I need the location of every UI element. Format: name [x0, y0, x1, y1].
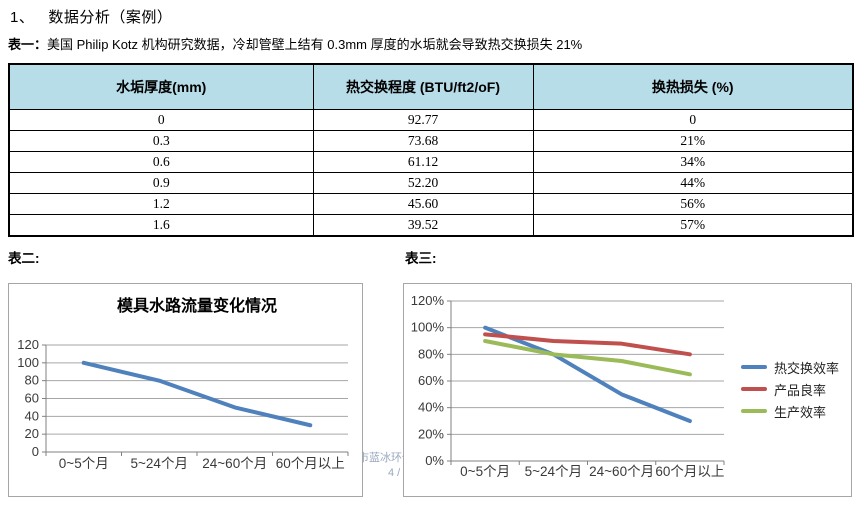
- table-cell: 92.77: [312, 109, 534, 131]
- svg-text:5~24个月: 5~24个月: [131, 456, 188, 471]
- svg-text:0: 0: [32, 444, 39, 459]
- legend-line-swatch: [741, 387, 767, 391]
- svg-text:20: 20: [25, 426, 39, 441]
- svg-text:80: 80: [25, 373, 39, 388]
- table-cell: 52.20: [312, 172, 534, 194]
- chart2-flow-line-chart: 模具水路流量变化情况 0 20 40 60 80 100 120 0~5个月 5~24个月 24~…: [8, 283, 363, 497]
- svg-text:60%: 60%: [418, 373, 444, 388]
- svg-text:20%: 20%: [418, 426, 444, 441]
- table-cell: 0.3: [8, 130, 314, 152]
- scale-data-table: 水垢厚度(mm) 热交换程度 (BTU/ft2/oF) 换热损失 (%) 0 92.7…: [8, 63, 854, 237]
- chart3-legend: 热交换效率产品良率生产效率: [741, 356, 839, 422]
- svg-text:100: 100: [17, 355, 39, 370]
- table-cell: 21%: [532, 130, 854, 152]
- legend-item-0: 热交换效率: [741, 356, 839, 378]
- legend-label: 热交换效率: [774, 360, 840, 376]
- legend-item-1: 产品良率: [741, 378, 839, 400]
- watermark: 市蓝冰环保 4 /: [358, 452, 413, 480]
- table-cell: 39.52: [312, 214, 534, 237]
- chart2-title: 模具水路流量变化情况: [116, 298, 277, 315]
- legend-line-swatch: [741, 409, 767, 413]
- legend-item-2: 生产效率: [741, 400, 839, 422]
- efficiency-chart-series-1: [483, 332, 692, 357]
- table1-caption-label: 表一：: [8, 37, 48, 52]
- table-cell: 1.6: [8, 214, 314, 237]
- legend-label: 生产效率: [774, 404, 827, 420]
- table-cell: 57%: [532, 214, 854, 237]
- table-row: 1.6 39.52 57%: [8, 214, 854, 237]
- legend-label: 产品良率: [774, 382, 827, 398]
- svg-text:100%: 100%: [411, 320, 445, 335]
- chart3-label: 表三:: [405, 251, 437, 266]
- svg-text:24~60个月: 24~60个月: [589, 464, 654, 479]
- flow-chart-series-0: [81, 360, 313, 428]
- table-cell: 0.9: [8, 172, 314, 194]
- svg-text:60: 60: [25, 391, 39, 406]
- svg-text:60个月以上: 60个月以上: [276, 456, 345, 471]
- table-row: 1.2 45.60 56%: [8, 193, 854, 215]
- table-row: 0.3 73.68 21%: [8, 130, 854, 152]
- table-cell: 0.6: [8, 151, 314, 173]
- table-cell: 1.2: [8, 193, 314, 215]
- table-header-row: 水垢厚度(mm) 热交换程度 (BTU/ft2/oF) 换热损失 (%): [8, 63, 854, 110]
- svg-text:0~5个月: 0~5个月: [59, 456, 109, 471]
- svg-text:120%: 120%: [411, 293, 445, 308]
- svg-text:0%: 0%: [425, 453, 444, 468]
- efficiency-chart-series-2: [483, 339, 692, 377]
- table-cell: 34%: [532, 151, 854, 173]
- efficiency-chart-series-0: [483, 325, 692, 423]
- page-number: 4 /: [388, 467, 401, 479]
- table-cell: 0: [532, 109, 854, 131]
- svg-text:60个月以上: 60个月以上: [655, 464, 724, 479]
- table-cell: 45.60: [312, 193, 534, 215]
- svg-text:5~24个月: 5~24个月: [525, 464, 582, 479]
- svg-text:40: 40: [25, 408, 39, 423]
- table-cell: 73.68: [312, 130, 534, 152]
- page-title: 1、 数据分析（案例）: [10, 9, 173, 26]
- chart3-efficiency-line-chart: 0% 20% 40% 60% 80% 100% 120% 0~5个月 5~24个月 24~60个月…: [403, 283, 852, 497]
- svg-text:40%: 40%: [418, 400, 444, 415]
- table-row: 0.9 52.20 44%: [8, 172, 854, 194]
- table1-caption: 表一：美国 Philip Kotz 机构研究数据，冷却管壁上结有 0.3mm 厚…: [8, 34, 582, 53]
- watermark-text: 市蓝冰环保: [358, 452, 413, 464]
- chart2-plot: 0 20 40 60 80 100 120 0~5个月 5~24个月 24~60个月 60个月以上: [17, 337, 349, 471]
- svg-text:120: 120: [17, 337, 39, 352]
- table-cell: 0: [8, 109, 314, 131]
- column-header-2: 换热损失 (%): [532, 63, 854, 110]
- table1-caption-text: 美国 Philip Kotz 机构研究数据，冷却管壁上结有 0.3mm 厚度的水…: [47, 37, 583, 52]
- table-row: 0.6 61.12 34%: [8, 151, 854, 173]
- table-cell: 61.12: [312, 151, 534, 173]
- table-cell: 56%: [532, 193, 854, 215]
- table-row: 0 92.77 0: [8, 109, 854, 131]
- table-cell: 44%: [532, 172, 854, 194]
- column-header-1: 热交换程度 (BTU/ft2/oF): [312, 63, 534, 110]
- chart3-plot: 0% 20% 40% 60% 80% 100% 120% 0~5个月 5~24个月 24~60个月…: [411, 293, 725, 479]
- legend-line-swatch: [741, 365, 767, 369]
- column-header-0: 水垢厚度(mm): [8, 63, 314, 110]
- svg-text:24~60个月: 24~60个月: [202, 456, 267, 471]
- chart2-label: 表二:: [8, 251, 40, 266]
- svg-text:0~5个月: 0~5个月: [460, 464, 510, 479]
- svg-text:80%: 80%: [418, 346, 444, 361]
